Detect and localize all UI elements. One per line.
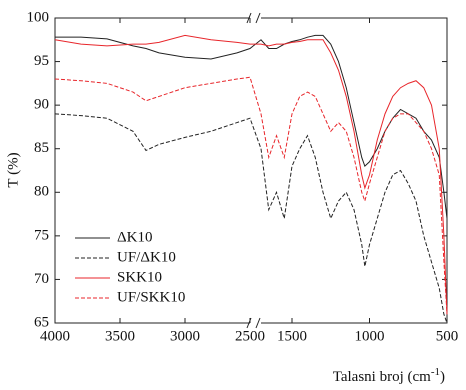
y-tick-label: 95 <box>34 53 49 69</box>
y-tick-label: 70 <box>34 271 49 287</box>
spectrum-line <box>54 34 448 315</box>
legend-label: SKK10 <box>117 269 162 285</box>
y-tick-label: 90 <box>34 97 49 113</box>
x-tick-label: 4000 <box>40 328 70 344</box>
spectrum-line <box>54 76 448 315</box>
x-axis-label-text: Talasni broj (cm <box>333 369 431 385</box>
x-tick-label: 3000 <box>170 328 200 344</box>
x-tick-label: 1500 <box>277 328 307 344</box>
y-tick-label: 100 <box>27 9 50 25</box>
x-tick-label: 1000 <box>355 328 385 344</box>
legend-label: ΔK10 <box>117 229 152 245</box>
x-tick-label: 3500 <box>105 328 135 344</box>
x-tick-label: 500 <box>436 328 459 344</box>
spectrum-line <box>54 113 448 324</box>
legend-label: UF/SKK10 <box>117 289 185 305</box>
x-axis-label-tail: ) <box>440 369 445 385</box>
y-tick-label: 80 <box>34 184 49 200</box>
axis-break <box>255 12 261 24</box>
y-tick-label: 85 <box>34 140 49 156</box>
x-axis-label-sup: -1 <box>431 366 440 378</box>
legend-label: UF/ΔK10 <box>117 249 176 265</box>
plot-frame <box>54 17 448 324</box>
x-tick-label: 2500 <box>235 328 265 344</box>
y-axis-label: T (%) <box>5 152 21 187</box>
y-tick-label: 75 <box>34 227 49 243</box>
axis-break <box>246 12 252 24</box>
spectrum-line <box>55 34 448 219</box>
y-tick-label: 65 <box>34 314 49 330</box>
x-axis-label: Talasni broj (cm-1) <box>333 366 445 386</box>
axis-break <box>255 317 261 329</box>
